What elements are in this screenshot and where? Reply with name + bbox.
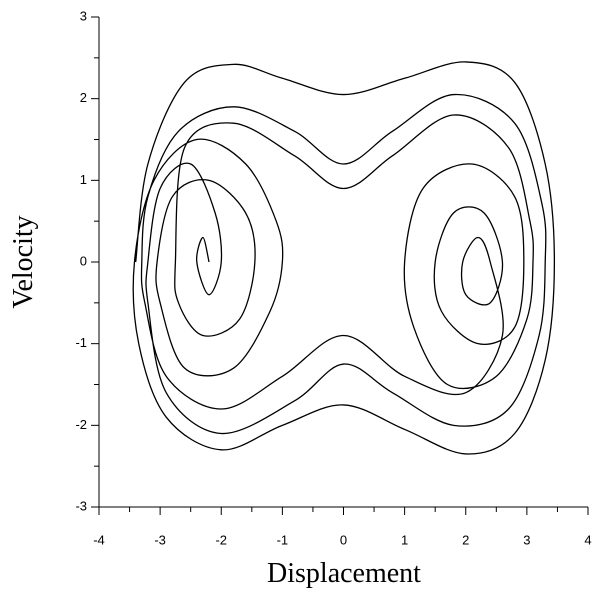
x-tick-label: -4 bbox=[93, 532, 105, 547]
y-tick-label: 1 bbox=[80, 172, 87, 187]
x-tick-label: -1 bbox=[277, 532, 289, 547]
y-tick-label: -3 bbox=[75, 498, 87, 513]
y-tick-label: 0 bbox=[80, 253, 87, 268]
trajectory bbox=[132, 61, 556, 455]
y-tick-label: 2 bbox=[80, 90, 87, 105]
x-tick-label: 3 bbox=[523, 532, 530, 547]
x-tick-label: 4 bbox=[584, 532, 591, 547]
y-axis-label: Velocity bbox=[8, 215, 39, 308]
x-tick-label: -2 bbox=[215, 532, 227, 547]
x-tick-label: 2 bbox=[462, 532, 469, 547]
x-tick-label: 1 bbox=[401, 532, 408, 547]
x-axis-label: Displacement bbox=[267, 558, 421, 589]
x-tick-label: 0 bbox=[340, 532, 347, 547]
y-tick-label: -2 bbox=[75, 417, 87, 432]
y-tick-label: 3 bbox=[80, 8, 87, 23]
y-tick-label: -1 bbox=[75, 335, 87, 350]
x-tick-label: -3 bbox=[154, 532, 166, 547]
